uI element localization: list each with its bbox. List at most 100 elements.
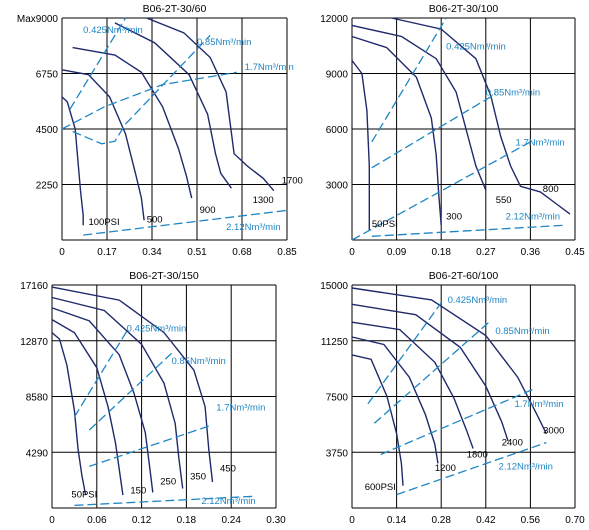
flow-line <box>371 17 447 143</box>
flow-label: 0.425Nm³/min <box>83 25 143 36</box>
y-tick-label: 12000 <box>320 14 348 25</box>
pressure-curve <box>146 17 275 192</box>
chart-title: B06-2T-30/150 <box>129 270 199 282</box>
chart-panel-1: B06-2T-30/100 0 0.09 0.18 0.27 0.36 0.45 12000 9… <box>320 3 585 258</box>
y-tick-label: 8580 <box>26 393 49 404</box>
pressure-curve <box>51 332 87 496</box>
pressure-label: 3000 <box>543 426 564 437</box>
pressure-curve <box>51 286 214 483</box>
flow-line <box>88 352 172 431</box>
pressure-curve <box>391 17 571 215</box>
x-tick-label: 0.17 <box>97 247 117 258</box>
pressure-curve <box>351 60 370 231</box>
pressure-label: 150 <box>130 486 146 497</box>
x-tick-label: 0.34 <box>142 247 162 258</box>
pressure-label: 1700 <box>282 175 303 186</box>
y-tick-label: 11250 <box>321 337 349 348</box>
x-tick-label: 0 <box>349 247 355 258</box>
pressure-curve <box>351 24 487 191</box>
x-tick-label: 0.56 <box>521 515 541 525</box>
flow-label: 0.85Nm³/min <box>197 37 251 48</box>
pressure-label: 50PSI <box>372 219 398 230</box>
x-tick-label: 0.18 <box>177 515 197 525</box>
x-tick-label: 0 <box>49 515 55 525</box>
flow-line <box>396 441 547 496</box>
flow-label: 2.12Nm³/min <box>506 212 560 223</box>
pressure-curve <box>351 321 474 449</box>
pressure-curve <box>351 354 404 486</box>
flow-line <box>380 388 534 456</box>
flow-label: 1.7Nm³/min <box>514 399 563 410</box>
pressure-label: 1300 <box>253 195 274 206</box>
flow-line <box>371 224 566 237</box>
flow-label: 1.7Nm³/min <box>216 403 265 414</box>
flow-label: 1.7Nm³/min <box>245 62 294 73</box>
pressure-label: 1200 <box>435 463 456 474</box>
chart-title: B06-2T-30/60 <box>143 3 207 15</box>
pressure-label: 100PSI <box>88 217 119 228</box>
flow-line <box>69 17 127 110</box>
chart-title: B06-2T-30/100 <box>429 3 499 15</box>
chart-panel-2: B06-2T-30/150 0 0.06 0.12 0.18 0.24 0.30 17160 1… <box>20 270 286 526</box>
y-tick-label: 12870 <box>20 337 48 348</box>
flow-label: 0.425Nm³/min <box>127 323 187 334</box>
flow-line <box>72 123 127 145</box>
pressure-curve <box>61 96 84 226</box>
y-tick-label: 17160 <box>20 281 48 292</box>
flow-line <box>125 34 211 125</box>
pressure-curve <box>351 336 439 464</box>
y-tick-label: 3000 <box>326 181 349 192</box>
flow-label: 0.85Nm³/min <box>495 326 549 337</box>
flow-line <box>73 330 128 418</box>
pressure-curve <box>351 35 442 226</box>
chart-panel-3: B06-2T-60/100 0 0.14 0.28 0.42 0.56 0.70 15000 1… <box>320 270 585 526</box>
pressure-curve <box>51 318 124 496</box>
x-tick-label: 0.18 <box>431 247 451 258</box>
x-tick-label: 0.06 <box>87 515 107 525</box>
pressure-label: 500 <box>147 215 163 226</box>
pressure-label: 350 <box>190 471 206 482</box>
x-tick-label: 0.68 <box>232 247 252 258</box>
x-tick-label: 0.24 <box>221 515 241 525</box>
pressure-label: 900 <box>200 205 216 216</box>
flow-line <box>371 93 497 169</box>
flow-line <box>373 321 490 424</box>
pressure-label: 450 <box>220 464 236 475</box>
pressure-curve <box>351 303 509 442</box>
pressure-label: 800 <box>543 184 559 195</box>
y-tick-label: 3750 <box>326 448 349 459</box>
x-tick-label: 0 <box>59 247 65 258</box>
flow-label: 0.425Nm³/min <box>446 41 506 52</box>
y-tick-label: Max9000 <box>17 14 59 25</box>
x-tick-label: 0.51 <box>187 247 207 258</box>
x-tick-label: 0.27 <box>476 247 496 258</box>
flow-line <box>74 495 254 507</box>
x-tick-label: 0.14 <box>387 515 407 525</box>
y-tick-label: 2250 <box>36 181 59 192</box>
pressure-label: 550 <box>496 195 512 206</box>
pressure-label: 1800 <box>467 449 488 460</box>
pressure-label: 250 <box>160 477 176 488</box>
x-tick-label: 0.30 <box>266 515 286 525</box>
chart-panel-0: B06-2T-30/60 0 0.17 0.34 0.51 0.68 0.85 Max9000… <box>17 3 303 258</box>
x-tick-label: 0.42 <box>476 515 496 525</box>
x-tick-label: 0.45 <box>565 247 585 258</box>
flow-label: 1.7Nm³/min <box>516 138 565 149</box>
pressure-label: 300 <box>446 212 462 223</box>
y-tick-label: 7500 <box>326 393 349 404</box>
flow-line <box>61 71 237 130</box>
pressure-label: 600PSI <box>365 482 396 493</box>
x-tick-label: 0.09 <box>387 247 407 258</box>
flow-label: 0.85Nm³/min <box>486 88 540 99</box>
pressure-curve <box>114 22 232 189</box>
y-tick-label: 9000 <box>326 70 349 81</box>
y-tick-label: 4290 <box>26 448 49 459</box>
flow-label: 2.12Nm³/min <box>226 222 280 233</box>
pressure-curve <box>351 287 547 435</box>
flow-line <box>89 425 210 468</box>
flow-line <box>83 209 288 236</box>
flow-line <box>351 141 531 241</box>
pressure-curve <box>51 307 154 493</box>
x-tick-label: 0.28 <box>431 515 451 525</box>
